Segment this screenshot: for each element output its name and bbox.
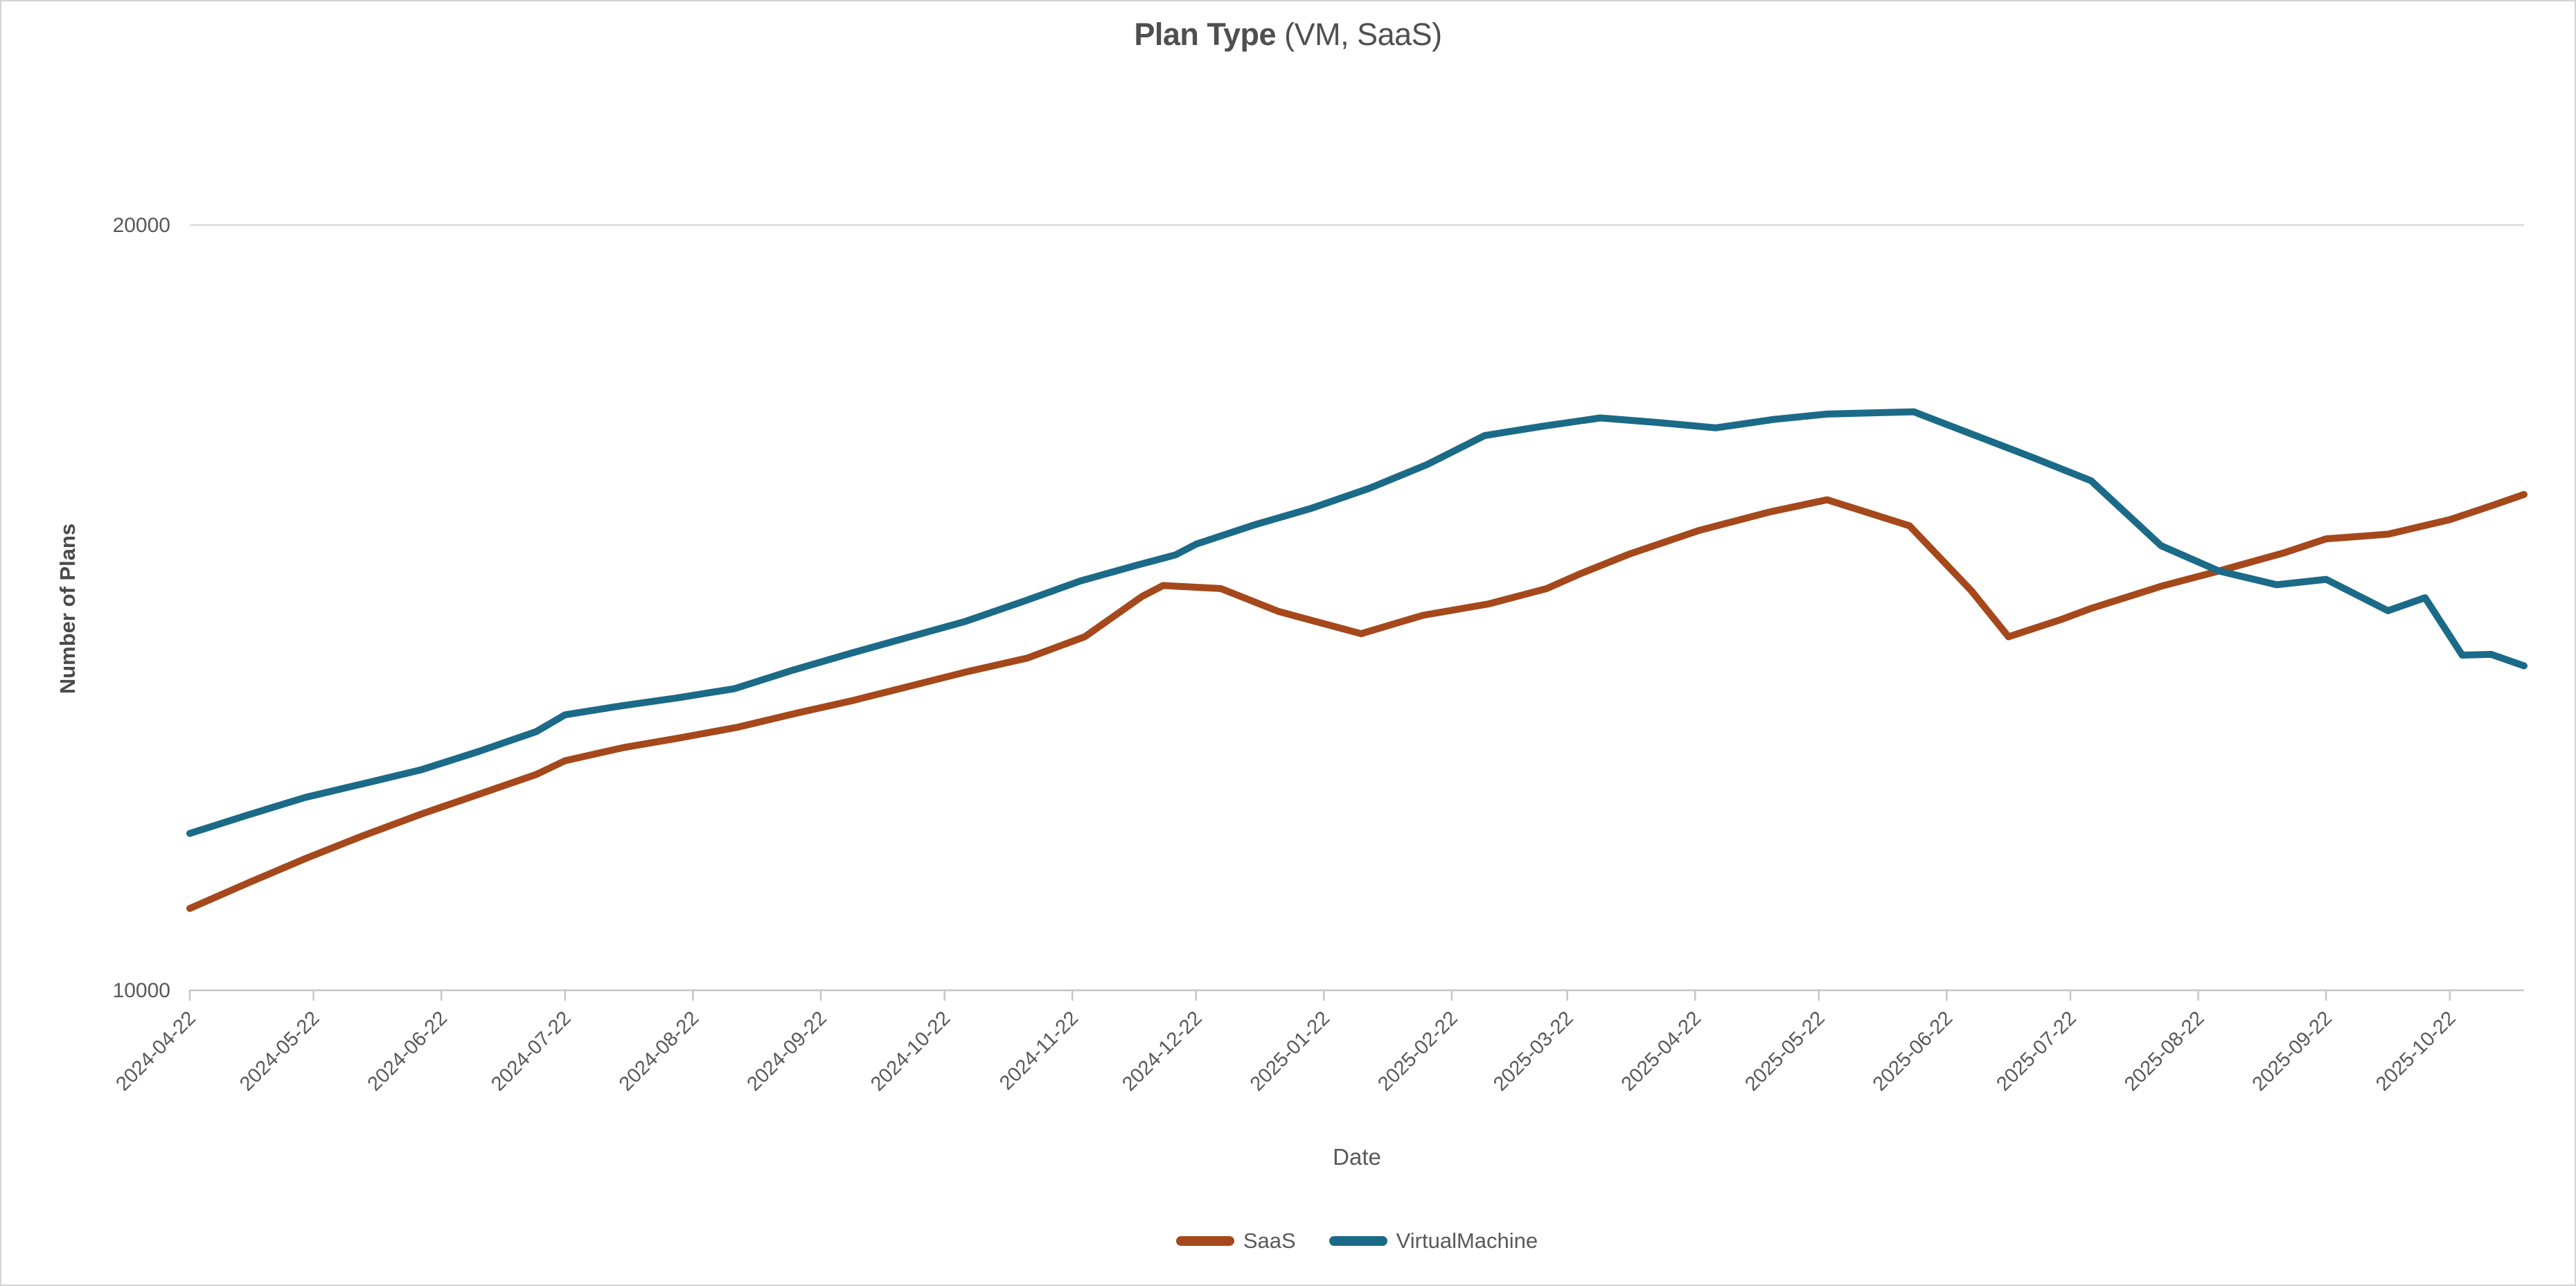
x-tick-label: 2025-05-22 <box>1741 1007 1829 1096</box>
x-tick-label: 2024-11-22 <box>995 1007 1083 1094</box>
y-tick-label: 20000 <box>113 214 170 237</box>
chart-title: Plan Type (VM, SaaS) <box>1 17 2575 53</box>
x-tick-label: 2024-05-22 <box>236 1007 324 1096</box>
x-tick-label: 2024-04-22 <box>112 1007 200 1096</box>
legend-swatch-virtualmachine <box>1329 1236 1387 1246</box>
legend-item-saas[interactable]: SaaS <box>1175 1229 1296 1253</box>
chart-title-bold: Plan Type <box>1134 17 1277 52</box>
y-tick-label: 10000 <box>113 979 170 1002</box>
x-tick-label: 2025-01-22 <box>1246 1007 1335 1096</box>
x-tick-label: 2024-07-22 <box>487 1007 576 1096</box>
x-tick-label: 2024-06-22 <box>364 1007 452 1096</box>
x-tick-label: 2025-09-22 <box>2248 1007 2337 1096</box>
y-axis-title: Number of Plans <box>55 523 80 695</box>
x-tick-label: 2024-08-22 <box>615 1007 704 1096</box>
legend-label-saas: SaaS <box>1243 1229 1296 1253</box>
x-tick-label: 2025-10-22 <box>2372 1007 2460 1096</box>
legend-item-virtualmachine[interactable]: VirtualMachine <box>1329 1229 1538 1253</box>
x-tick-label: 2025-03-22 <box>1489 1007 1578 1096</box>
legend-swatch-saas <box>1175 1236 1234 1246</box>
series-line-virtualmachine <box>186 408 2528 837</box>
x-tick-label: 2024-12-22 <box>1118 1007 1207 1096</box>
x-tick-label: 2024-10-22 <box>867 1007 955 1096</box>
series-line-saas <box>186 491 2528 912</box>
x-tick-label: 2024-09-22 <box>743 1007 831 1096</box>
legend-label-virtualmachine: VirtualMachine <box>1396 1229 1538 1253</box>
x-axis-title: Date <box>1333 1144 1381 1170</box>
x-tick-label: 2025-08-22 <box>2120 1007 2209 1096</box>
x-tick-label: 2025-04-22 <box>1617 1007 1706 1096</box>
chart-title-subtitle: (VM, SaaS) <box>1276 17 1442 52</box>
legend: SaaS VirtualMachine <box>190 1229 2524 1253</box>
x-tick-label: 2025-06-22 <box>1869 1007 1957 1096</box>
x-tick-label: 2025-07-22 <box>1992 1007 2081 1096</box>
x-tick-label: 2025-02-22 <box>1374 1007 1462 1096</box>
